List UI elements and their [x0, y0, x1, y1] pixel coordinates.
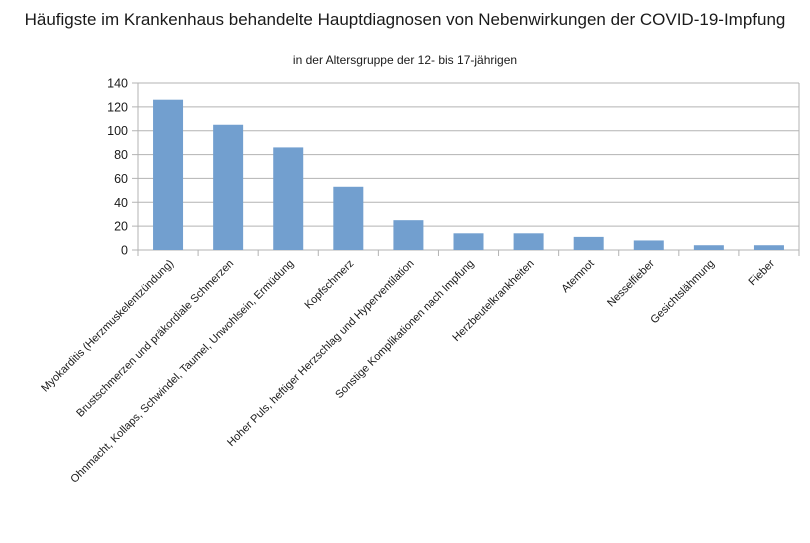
x-tick-label: Ohnmacht, Kollaps, Schwindel, Taumel, Un… — [68, 258, 296, 486]
bar — [513, 233, 544, 250]
x-tick-label: Kopfschmerz — [303, 258, 357, 312]
bar — [693, 245, 724, 250]
bar — [333, 186, 364, 250]
y-tick-label: 140 — [107, 77, 128, 91]
bar — [153, 99, 184, 250]
y-tick-label: 20 — [114, 220, 128, 234]
bar — [213, 124, 244, 250]
bar — [633, 240, 664, 250]
bar — [753, 245, 784, 250]
bar — [273, 147, 304, 250]
bar — [393, 220, 424, 250]
y-tick-label: 100 — [107, 124, 128, 138]
y-tick-label: 40 — [114, 196, 128, 210]
y-tick-label: 120 — [107, 100, 128, 114]
x-tick-label: Sonstige Komplikationen nach Impfung — [333, 258, 476, 401]
x-tick-label: Atemnot — [559, 258, 596, 295]
chart-title: Häufigste im Krankenhaus behandelte Haup… — [24, 10, 786, 29]
x-tick-label: Fieber — [747, 257, 778, 288]
bar — [573, 236, 604, 250]
chart-subtitle: in der Altersgruppe der 12- bis 17-jähri… — [292, 53, 518, 67]
bar — [453, 233, 484, 250]
x-tick-label: Gesichtslähmung — [648, 258, 717, 327]
x-tick-label: Myokarditis (Herzmuskelentzündung) — [39, 258, 176, 395]
x-tick-label: Nesselfieber — [605, 257, 657, 309]
y-tick-label: 60 — [114, 172, 128, 186]
y-tick-label: 80 — [114, 148, 128, 162]
y-tick-label: 0 — [121, 244, 128, 258]
